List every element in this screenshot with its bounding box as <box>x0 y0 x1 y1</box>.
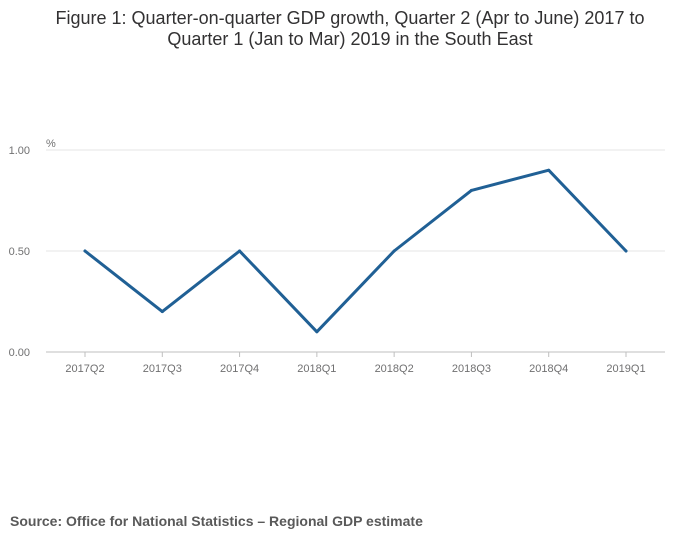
x-tick-label: 2017Q2 <box>65 363 104 375</box>
y-tick-label: 0.00 <box>9 347 30 359</box>
x-axis: 2017Q2 2017Q3 2017Q4 2018Q1 2018Q2 2018Q3 2018… <box>46 351 665 375</box>
x-tick-label: 2019Q1 <box>606 363 645 375</box>
chart-title-line-2: Quarter 1 (Jan to Mar) 2019 in the South… <box>167 29 533 49</box>
series-layer <box>83 168 628 334</box>
data-point[interactable] <box>238 249 242 253</box>
gridlines <box>46 149 665 252</box>
x-tick-label: 2018Q4 <box>529 363 568 375</box>
y-tick-label: 0.50 <box>9 246 30 258</box>
data-point[interactable] <box>547 168 551 172</box>
data-point[interactable] <box>624 249 628 253</box>
series-line <box>83 168 628 334</box>
x-tick-label: 2017Q3 <box>143 363 182 375</box>
data-point[interactable] <box>160 310 164 314</box>
data-point[interactable] <box>83 249 87 253</box>
y-tick-label: 1.00 <box>9 145 30 157</box>
chart-title: Figure 1: Quarter-on-quarter GDP growth,… <box>30 8 670 50</box>
x-tick-label: 2018Q2 <box>375 363 414 375</box>
chart-title-line-1: Figure 1: Quarter-on-quarter GDP growth,… <box>55 8 645 28</box>
x-tick-label: 2018Q1 <box>297 363 336 375</box>
source-note: Source: Office for National Statistics –… <box>10 513 423 529</box>
y-axis-ticks: 0.00 0.50 1.00 <box>9 145 30 359</box>
x-tick-label: 2017Q4 <box>220 363 259 375</box>
x-tick-label: 2018Q3 <box>452 363 491 375</box>
data-point[interactable] <box>469 188 473 192</box>
data-point[interactable] <box>392 249 396 253</box>
data-point[interactable] <box>315 330 319 334</box>
y-axis-unit-label: % <box>46 138 56 150</box>
